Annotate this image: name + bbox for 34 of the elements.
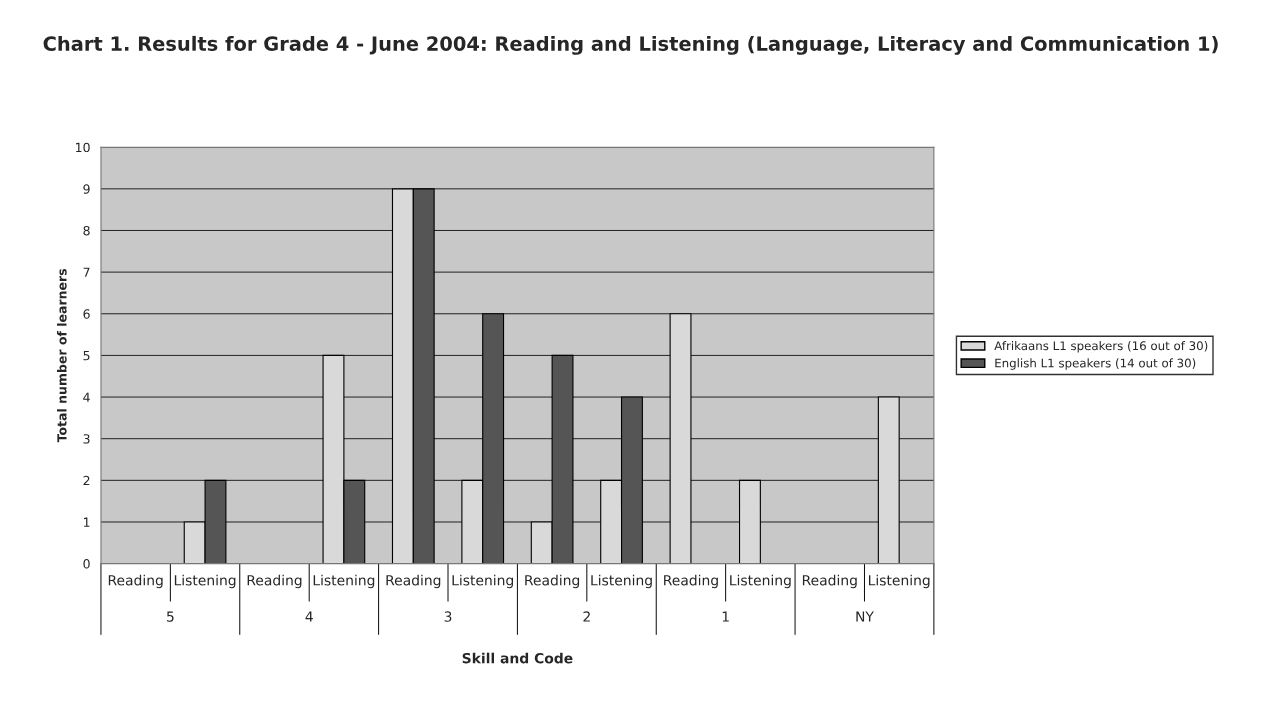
y-tick-label: 10 xyxy=(76,142,90,153)
y-tick-label: 6 xyxy=(83,309,90,319)
x-tick-label: Reading xyxy=(664,574,718,589)
x-tick-label: Listening xyxy=(452,574,514,589)
x-tick-label: Listening xyxy=(591,574,652,589)
x-tick-label: Listening xyxy=(313,574,375,589)
x-tick-label: Reading xyxy=(525,574,580,589)
y-tick-label: 3 xyxy=(83,434,90,444)
x-tick-label: Reading xyxy=(108,574,163,589)
y-tick-label: 2 xyxy=(83,475,90,486)
y-tick-label: 7 xyxy=(83,267,90,277)
x-tick-label: Reading xyxy=(247,574,302,589)
x-tick-label: Reading xyxy=(386,574,441,589)
y-tick-label: 5 xyxy=(83,351,90,361)
legend-label: Afrikaans L1 speakers (16 out of 30) xyxy=(994,341,1208,353)
chart-title: Chart 1. Results for Grade 4 - June 2004: Reading and Listening (Language, Literacy and Communication 1) xyxy=(43,35,1218,55)
text: 2 xyxy=(583,611,590,622)
text: NY xyxy=(856,611,874,622)
y-tick-label: 0 xyxy=(83,559,90,569)
text: 3 xyxy=(444,611,452,622)
y-axis-title: Total number of learners xyxy=(56,269,67,443)
legend-label: English L1 speakers (14 out of 30) xyxy=(995,358,1196,370)
y-tick-label: 8 xyxy=(83,225,90,236)
y-tick-label: 9 xyxy=(83,184,90,194)
x-tick-label: Listening xyxy=(730,574,791,589)
x-tick-label: Listening xyxy=(868,574,930,589)
text: 5 xyxy=(167,611,174,622)
y-tick-label: 4 xyxy=(83,392,90,402)
x-tick-label: Reading xyxy=(802,574,857,589)
text: 1 xyxy=(722,611,729,622)
x-axis-title: Skill and Code xyxy=(462,652,573,664)
x-tick-label: Listening xyxy=(174,574,236,589)
text: 4 xyxy=(305,611,313,622)
y-tick-label: 1 xyxy=(83,517,90,527)
